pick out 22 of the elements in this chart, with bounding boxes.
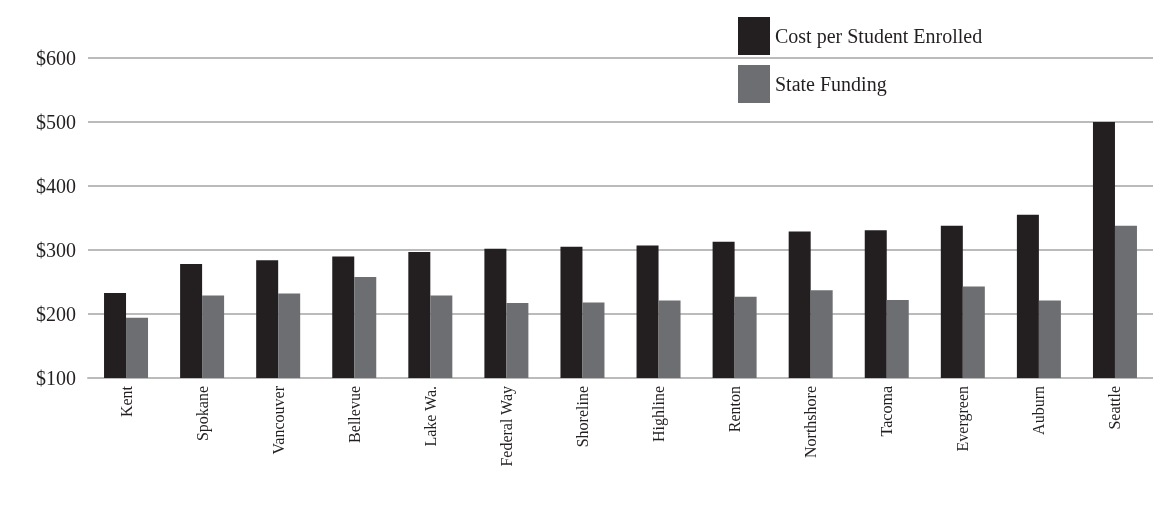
- legend-label: State Funding: [775, 73, 887, 96]
- x-tick-label: Spokane: [193, 386, 212, 442]
- y-tick-label: $300: [36, 239, 76, 261]
- x-tick-label: Bellevue: [345, 386, 363, 443]
- x-tick-label: Federal Way: [497, 386, 516, 467]
- x-tick-label: Highline: [650, 386, 669, 442]
- x-tick-label: Lake Wa.: [421, 386, 439, 447]
- x-tick-label: Kent: [117, 385, 135, 418]
- x-tick-label: Shoreline: [573, 386, 591, 448]
- y-tick-label: $400: [36, 175, 76, 197]
- x-tick-label: Renton: [726, 386, 744, 433]
- x-tick-label: Auburn: [1030, 386, 1048, 435]
- x-tick-label: Vancouver: [269, 385, 287, 455]
- y-tick-label: $500: [36, 111, 76, 133]
- y-tick-label: $100: [36, 367, 76, 389]
- y-tick-label: $600: [36, 47, 76, 69]
- legend-label: Cost per Student Enrolled: [775, 25, 983, 48]
- x-tick-label: Seattle: [1106, 386, 1124, 430]
- y-tick-label: $200: [36, 303, 76, 325]
- x-tick-label: Evergreen: [954, 386, 973, 452]
- x-tick-label: Northshore: [802, 386, 820, 458]
- x-tick-label: Tacoma: [878, 386, 896, 437]
